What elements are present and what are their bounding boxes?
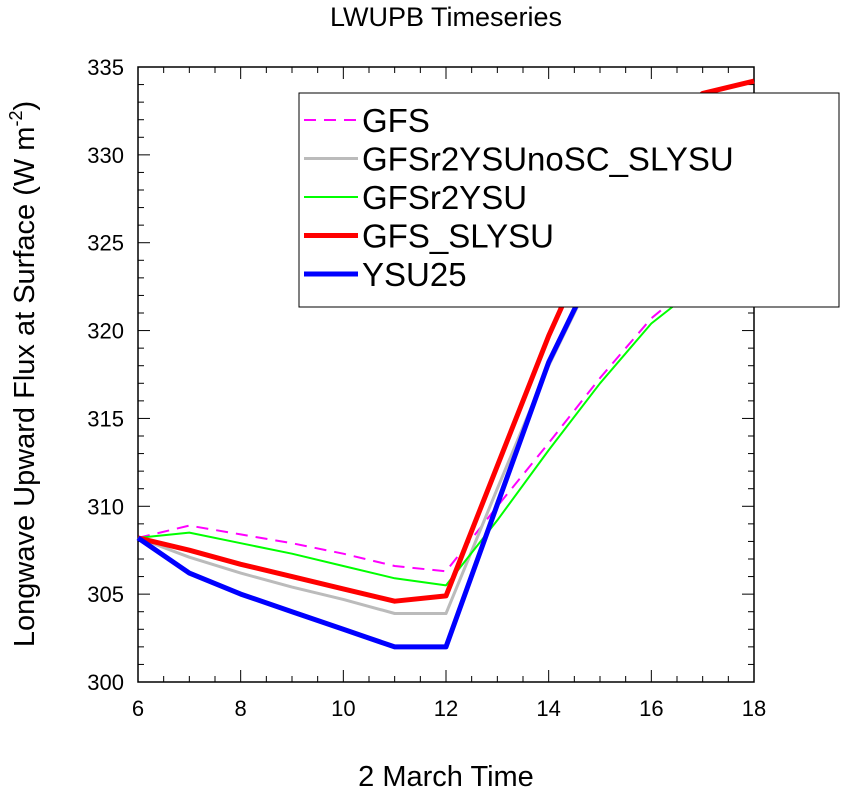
x-axis-label: 2 March Time [358, 761, 534, 791]
x-tick-label: 10 [331, 696, 355, 721]
y-tick-labels: 300 305 310 315 320 325 330 335 [87, 55, 124, 695]
chart-title: LWUPB Timeseries [330, 2, 562, 32]
y-axis-label-main: Longwave Upward Flux at Surface (W m [9, 127, 41, 648]
y-axis-label-suffix: ) [9, 101, 41, 111]
y-axis-label-superscript: -2 [6, 111, 26, 127]
legend-label-gfs-slysu: GFS_SLYSU [362, 218, 554, 255]
x-tick-label: 8 [235, 696, 247, 721]
legend-label-ysu25: YSU25 [362, 256, 467, 293]
y-tick-label: 305 [87, 582, 124, 607]
y-tick-label: 315 [87, 406, 124, 431]
legend: GFSGFSr2YSUnoSC_SLYSUGFSr2YSUGFS_SLYSUYS… [304, 102, 734, 293]
y-tick-label: 310 [87, 494, 124, 519]
y-tick-label: 330 [87, 143, 124, 168]
legend-label-gfsr2ysunosc-slysu: GFSr2YSUnoSC_SLYSU [362, 141, 734, 178]
legend-label-gfs: GFS [362, 102, 430, 139]
y-axis-label: Longwave Upward Flux at Surface (W m-2) [6, 101, 41, 647]
y-tick-label: 320 [87, 319, 124, 344]
y-tick-label: 325 [87, 231, 124, 256]
x-tick-label: 6 [132, 696, 144, 721]
series-line-gfsr2ysu [137, 262, 755, 587]
x-tick-label: 16 [639, 696, 663, 721]
x-tick-label: 18 [742, 696, 766, 721]
legend-box [298, 92, 840, 308]
x-tick-label: 12 [434, 696, 458, 721]
x-tick-label: 14 [536, 696, 560, 721]
x-tick-labels: 6 8 10 12 14 16 18 [132, 696, 766, 721]
legend-label-gfsr2ysu: GFSr2YSU [362, 179, 527, 216]
y-tick-label: 335 [87, 55, 124, 80]
y-tick-label: 300 [87, 670, 124, 695]
series-line-gfs [137, 255, 755, 573]
